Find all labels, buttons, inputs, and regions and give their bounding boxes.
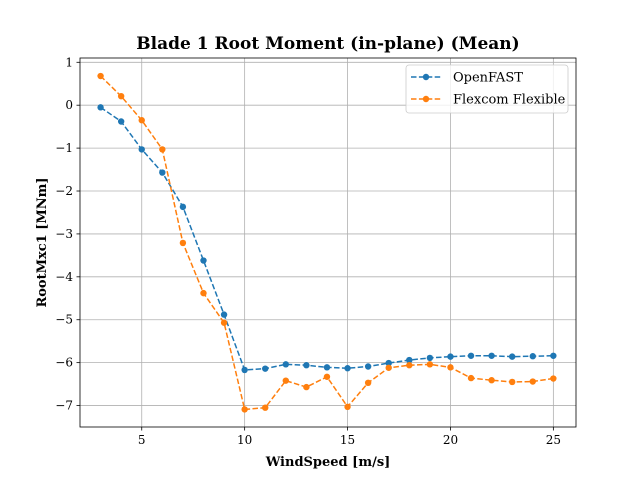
legend-marker-openfast: [422, 73, 430, 81]
data-point-openfast: [200, 257, 207, 264]
data-point-openfast: [262, 365, 269, 372]
data-point-flexcom-flexible: [159, 146, 166, 153]
chart-title: Blade 1 Root Moment (in-plane) (Mean): [136, 34, 519, 54]
series-line-flexcom-flexible: [100, 75, 554, 411]
series-openfast: [97, 104, 557, 374]
data-point-flexcom-flexible: [179, 239, 187, 247]
data-point-flexcom-flexible: [200, 289, 207, 297]
data-point-openfast: [508, 353, 516, 360]
y-tick-label: −2: [55, 184, 73, 198]
data-point-flexcom-flexible: [220, 319, 228, 326]
data-point-openfast: [467, 352, 475, 359]
y-tick-label: 0: [65, 98, 73, 112]
data-point-openfast: [550, 352, 557, 359]
x-tick-label: 5: [138, 433, 146, 447]
data-point-flexcom-flexible: [467, 374, 475, 382]
data-point-flexcom-flexible: [364, 379, 372, 387]
plot-frame: [79, 57, 577, 428]
data-point-openfast: [344, 365, 351, 372]
data-point-flexcom-flexible: [385, 364, 392, 371]
data-point-flexcom-flexible: [529, 378, 536, 385]
data-point-flexcom-flexible: [344, 403, 351, 411]
data-point-flexcom-flexible: [303, 383, 310, 391]
data-point-flexcom-flexible: [323, 373, 331, 380]
series-line-openfast: [100, 106, 554, 371]
x-tick-label: 20: [443, 433, 458, 447]
data-point-openfast: [426, 354, 434, 362]
data-point-openfast: [488, 352, 495, 359]
data-point-flexcom-flexible: [117, 92, 125, 100]
data-point-flexcom-flexible: [262, 404, 269, 411]
y-tick-label: −4: [55, 270, 73, 284]
data-point-flexcom-flexible: [488, 377, 495, 384]
legend-label-flexcom: Flexcom Flexible: [453, 93, 566, 108]
data-point-flexcom-flexible: [97, 72, 104, 80]
data-point-flexcom-flexible: [138, 117, 145, 124]
data-point-flexcom-flexible: [406, 362, 413, 369]
series-layer: [97, 72, 557, 413]
y-tick-label: −1: [55, 141, 73, 155]
data-point-flexcom-flexible: [241, 406, 248, 413]
y-tick-label: −5: [55, 313, 73, 327]
x-tick-label: 15: [340, 433, 355, 447]
data-point-openfast: [364, 363, 372, 370]
y-axis-label: RootMxc1 [MNm]: [35, 177, 50, 307]
series-flexcom-flexible: [97, 72, 557, 413]
legend-label-openfast: OpenFAST: [453, 71, 523, 86]
x-tick-label: 25: [546, 433, 561, 447]
x-tick-label: 10: [237, 433, 252, 447]
data-point-openfast: [241, 366, 248, 374]
data-point-flexcom-flexible: [447, 364, 454, 371]
grid: [80, 58, 576, 427]
legend-marker-flexcom: [422, 95, 430, 103]
data-point-flexcom-flexible: [550, 375, 557, 382]
legend-frame: [405, 64, 569, 114]
legend: OpenFAST Flexcom Flexible: [405, 64, 569, 114]
data-point-openfast: [385, 359, 392, 367]
data-point-openfast: [138, 146, 145, 153]
data-point-openfast: [159, 169, 166, 176]
data-point-openfast: [97, 104, 104, 111]
data-point-openfast: [282, 361, 290, 368]
data-point-openfast: [117, 118, 125, 125]
data-point-openfast: [406, 356, 413, 364]
y-tick-label: −6: [55, 356, 73, 370]
y-tick-label: 1: [65, 55, 73, 69]
data-point-openfast: [447, 353, 454, 360]
data-point-openfast: [303, 362, 310, 369]
data-point-openfast: [179, 203, 187, 211]
y-tick-label: −7: [55, 399, 73, 413]
data-point-flexcom-flexible: [508, 378, 516, 386]
x-axis-label: WindSpeed [m/s]: [265, 455, 391, 470]
data-point-openfast: [529, 353, 536, 360]
data-point-flexcom-flexible: [282, 377, 290, 384]
data-point-openfast: [220, 311, 228, 318]
y-tick-label: −3: [55, 227, 73, 241]
data-point-flexcom-flexible: [426, 361, 434, 368]
data-point-openfast: [323, 364, 331, 371]
